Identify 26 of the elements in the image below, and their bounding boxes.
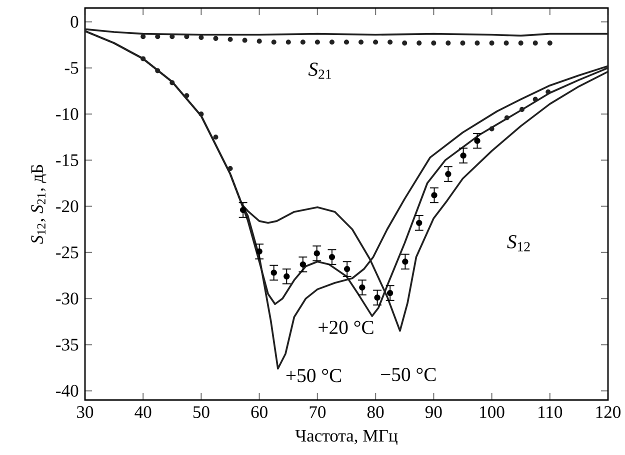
x-tick-label: 70 [310, 406, 326, 418]
x-tick-label: 30 [77, 406, 94, 418]
annotation: S$_{21}$ [308, 62, 331, 79]
x-tick-label: 40 [134, 406, 152, 418]
y-tick-label: -15 [56, 154, 78, 166]
y-tick-label: -10 [56, 108, 78, 120]
x-tick-label: 50 [193, 406, 210, 418]
y-tick-label: -35 [56, 338, 78, 351]
y-tick-label: -25 [56, 246, 78, 258]
y-tick-label: -40 [56, 384, 78, 397]
x-tick-label: 110 [538, 406, 562, 418]
x-tick-label: 90 [425, 406, 442, 418]
annotation: S$_{12}$ [507, 235, 530, 252]
y-tick-label: -5 [64, 62, 78, 74]
series-label: +20 °C [318, 320, 374, 334]
x-tick-label: 100 [480, 406, 504, 418]
x-tick-label: 80 [367, 406, 384, 418]
x-tick-label: 60 [251, 406, 268, 418]
y-axis-title: S$_{12}$, S$_{21}$, дБ [31, 164, 46, 244]
y-tick-label: 0 [70, 16, 78, 28]
y-tick-label: -20 [56, 200, 78, 212]
x-axis-title: Частота, МГц [295, 430, 398, 445]
series-label: +50 °C [286, 368, 342, 382]
y-tick-label: -30 [56, 292, 78, 304]
x-tick-label: 120 [596, 406, 621, 418]
text: −50 °C [381, 368, 436, 382]
